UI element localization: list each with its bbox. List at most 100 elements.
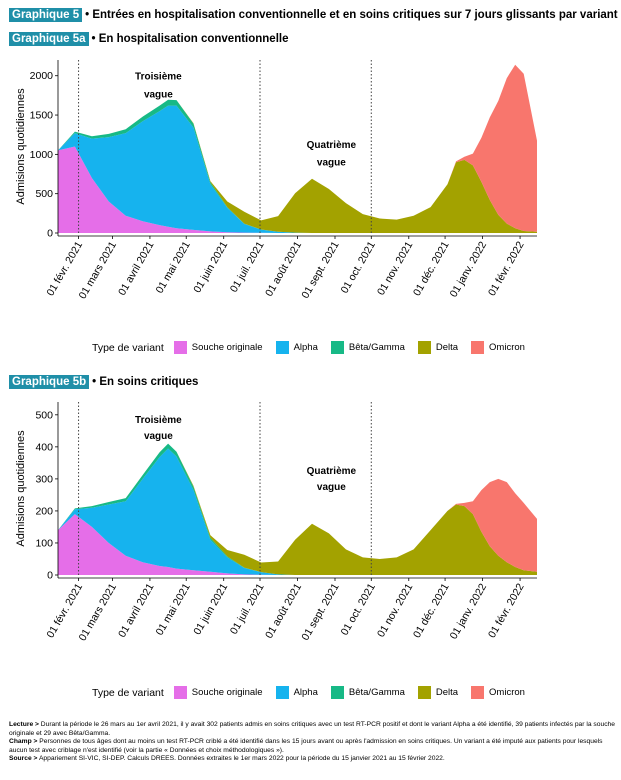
subfigure-b-text: • En soins critiques bbox=[92, 376, 199, 388]
chart-soins-critiques: 0 100 200 300 400 500 Admisions quotidiennes 01… bbox=[15, 402, 537, 643]
area-series bbox=[58, 105, 537, 233]
x-tick-label: 01 oct. 2021 bbox=[339, 239, 378, 295]
note-lecture-label: Lecture > bbox=[9, 721, 39, 728]
y-tick-label: 0 bbox=[47, 228, 53, 240]
area-series bbox=[58, 448, 537, 575]
legend-item-souche: Souche originale bbox=[173, 686, 263, 699]
legend-item-omicron: Omicron bbox=[471, 341, 525, 354]
legend-label: Bêta/Gamma bbox=[348, 687, 405, 698]
legend-key bbox=[173, 341, 187, 354]
legend-item-delta: Delta bbox=[417, 686, 459, 699]
legend-label: Delta bbox=[435, 687, 459, 698]
subfigure-a-title: Graphique 5a • En hospitalisation convent… bbox=[9, 32, 289, 46]
y-tick-label: 2000 bbox=[30, 70, 54, 82]
legend-item-delta: Delta bbox=[417, 341, 459, 354]
x-tick-label: 01 oct. 2021 bbox=[339, 581, 378, 637]
y-tick-label: 200 bbox=[35, 505, 53, 517]
legend-label: Alpha bbox=[293, 342, 318, 353]
x-tick-label: 01 sept. 2021 bbox=[299, 581, 341, 642]
legend-label: Bêta/Gamma bbox=[348, 342, 405, 353]
legend-label: Delta bbox=[435, 342, 459, 353]
x-tick-label: 01 janv. 2022 bbox=[448, 239, 490, 299]
legend-a: Type de variant Souche originale Alpha B… bbox=[92, 341, 538, 354]
x-tick-label: 01 sept. 2021 bbox=[299, 239, 341, 300]
plot-area: 0 100 200 300 400 500 Admisions quotidiennes 01… bbox=[15, 402, 537, 643]
note-lecture-text: Durant la période le 26 mars au 1er avri… bbox=[9, 721, 615, 737]
wave-annotation: Troisième bbox=[135, 415, 182, 426]
y-axis-label: Admisions quotidiennes bbox=[15, 430, 27, 547]
subfigure-a-tag: Graphique 5a bbox=[9, 32, 89, 46]
x-tick-label: 01 nov. 2021 bbox=[375, 581, 415, 639]
y-tick-label: 1500 bbox=[30, 110, 54, 122]
wave-annotation: vague bbox=[144, 431, 173, 442]
x-tick-label: 01 juil. 2021 bbox=[228, 581, 267, 636]
legend-label: Alpha bbox=[293, 687, 318, 698]
legend-key bbox=[471, 341, 485, 354]
note-champ-label: Champ > bbox=[9, 738, 38, 746]
x-tick-label: 01 avril 2021 bbox=[116, 239, 157, 297]
area-series bbox=[58, 99, 537, 233]
legend-item-alpha: Alpha bbox=[275, 686, 318, 699]
legend-label: Omicron bbox=[489, 687, 525, 698]
wave-annotation: Quatrième bbox=[307, 466, 357, 477]
legend-key bbox=[417, 686, 431, 699]
area-series bbox=[58, 146, 537, 233]
x-tick-label: 01 août 2021 bbox=[263, 581, 304, 640]
legend-key bbox=[471, 686, 485, 699]
figure-title-text: • Entrées en hospitalisation conventionn… bbox=[85, 9, 618, 21]
x-tick-label: 01 mai 2021 bbox=[154, 239, 193, 295]
x-tick-label: 01 juin 2021 bbox=[191, 581, 230, 637]
x-tick-label: 01 juin 2021 bbox=[191, 239, 230, 295]
legend-label: Souche originale bbox=[191, 342, 263, 353]
legend-key bbox=[275, 686, 289, 699]
legend-item-beta-gamma: Bêta/Gamma bbox=[330, 686, 405, 699]
x-tick-label: 01 déc. 2021 bbox=[411, 581, 452, 640]
x-tick-label: 01 janv. 2022 bbox=[448, 581, 490, 641]
legend-title: Type de variant bbox=[92, 686, 164, 699]
note-lecture: Lecture > Durant la période le 26 mars a… bbox=[9, 721, 615, 738]
figure-tag: Graphique 5 bbox=[9, 8, 83, 22]
x-tick-label: 01 déc. 2021 bbox=[411, 239, 452, 298]
area-series bbox=[58, 514, 537, 575]
legend-item-souche: Souche originale bbox=[173, 341, 263, 354]
legend-item-alpha: Alpha bbox=[275, 341, 318, 354]
subfigure-b-title: Graphique 5b • En soins critiques bbox=[9, 375, 199, 389]
notes: Lecture > Durant la période le 26 mars a… bbox=[9, 721, 615, 764]
legend-b: Type de variant Souche originale Alpha B… bbox=[92, 686, 538, 699]
x-tick-label: 01 août 2021 bbox=[263, 239, 304, 298]
wave-annotation: vague bbox=[317, 482, 346, 493]
area-series bbox=[58, 443, 537, 575]
wave-annotation: Quatrième bbox=[307, 140, 357, 151]
note-champ-text: Personnes de tous âges dont au moins un … bbox=[9, 738, 603, 754]
legend-label: Omicron bbox=[489, 342, 525, 353]
x-tick-label: 01 juil. 2021 bbox=[228, 239, 267, 294]
legend-key bbox=[330, 686, 344, 699]
wave-annotation: Troisième bbox=[135, 72, 182, 83]
wave-annotation: vague bbox=[144, 90, 173, 101]
note-champ: Champ > Personnes de tous âges dont au m… bbox=[9, 738, 615, 755]
y-tick-label: 1000 bbox=[30, 149, 54, 161]
y-axis-label: Admisions quotidiennes bbox=[15, 88, 27, 205]
x-tick-label: 01 nov. 2021 bbox=[375, 239, 415, 297]
y-tick-label: 500 bbox=[35, 188, 53, 200]
legend-key bbox=[330, 341, 344, 354]
wave-annotation: vague bbox=[317, 157, 346, 168]
legend-item-beta-gamma: Bêta/Gamma bbox=[330, 341, 405, 354]
y-tick-label: 400 bbox=[35, 441, 53, 453]
legend-title: Type de variant bbox=[92, 341, 164, 354]
legend-key bbox=[417, 341, 431, 354]
note-source: Source > Appariement SI-VIC, SI-DEP. Cal… bbox=[9, 755, 615, 764]
y-tick-label: 300 bbox=[35, 473, 53, 485]
x-tick-label: 01 févr. 2022 bbox=[486, 239, 527, 298]
note-source-label: Source > bbox=[9, 755, 38, 763]
x-tick-label: 01 mai 2021 bbox=[154, 581, 193, 637]
note-source-text: Appariement SI-VIC, SI-DEP. Calculs DREE… bbox=[38, 755, 445, 763]
y-tick-label: 100 bbox=[35, 537, 53, 549]
subfigure-a-text: • En hospitalisation conventionnelle bbox=[91, 33, 289, 45]
legend-item-omicron: Omicron bbox=[471, 686, 525, 699]
x-tick-label: 01 avril 2021 bbox=[116, 581, 157, 639]
legend-key bbox=[275, 341, 289, 354]
legend-key bbox=[173, 686, 187, 699]
